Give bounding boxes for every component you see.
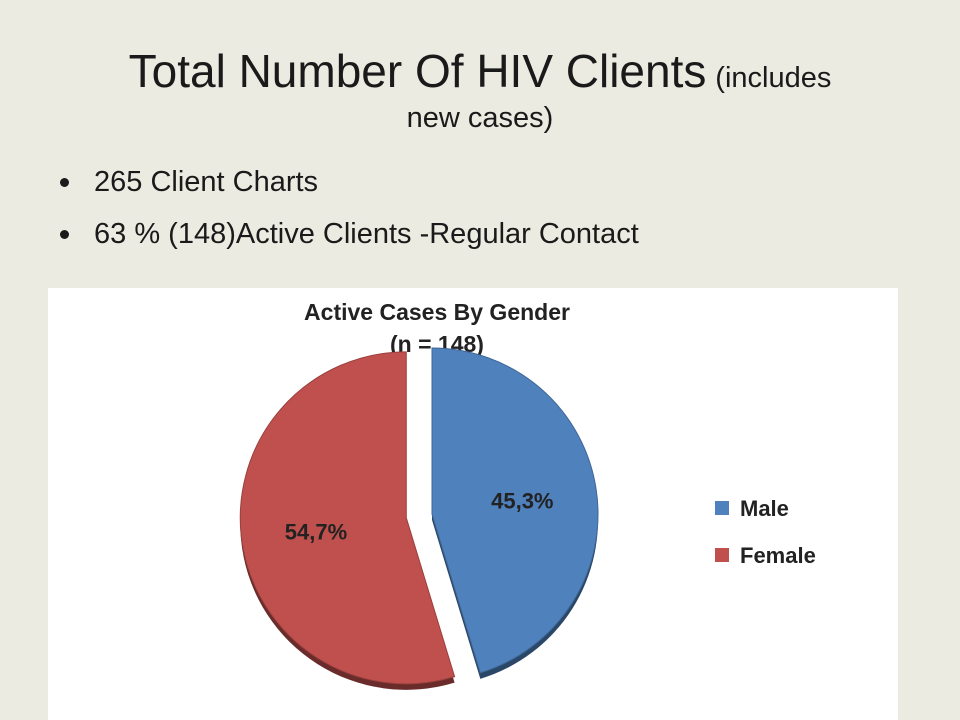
bullet-text: 265 Client Charts — [94, 166, 319, 198]
chart-title: Active Cases By Gender — [304, 299, 570, 325]
slide-title-suffix: (includes — [715, 62, 832, 94]
bullet-list: 265 Client Charts 63 % (148)Active Clien… — [58, 160, 639, 264]
bullet-dot-icon — [60, 230, 69, 239]
pie-slice-face — [239, 351, 456, 685]
chart-panel: Active Cases By Gender (n = 148) 45,3% 54… — [48, 288, 898, 720]
legend-label: Male — [740, 496, 789, 521]
pie-slice-face — [431, 347, 599, 674]
slide-title: Total Number Of HIV Clients (includes ne… — [0, 44, 960, 136]
pie-slice-female: 54,7% — [239, 351, 456, 690]
legend-item-female: Female — [715, 543, 816, 568]
legend-item-male: Male — [715, 496, 789, 521]
pie-slices: 45,3% 54,7% — [239, 347, 599, 690]
pie-chart: Active Cases By Gender (n = 148) 45,3% 54… — [239, 299, 816, 690]
pie-slice-male: 45,3% — [431, 347, 599, 679]
bullet-item: 63 % (148)Active Clients -Regular Contac… — [58, 212, 639, 264]
slide-title-main: Total Number Of HIV Clients — [128, 45, 707, 97]
pie-slice-label: 45,3% — [491, 489, 553, 514]
bullet-text: 63 % (148)Active Clients -Regular Contac… — [94, 218, 639, 250]
pie-slice-label: 54,7% — [285, 519, 347, 544]
legend-swatch — [715, 501, 729, 515]
chart-title-group: Active Cases By Gender (n = 148) — [304, 299, 570, 357]
legend-label: Female — [740, 543, 816, 568]
bullet-item: 265 Client Charts — [58, 160, 639, 212]
chart-legend: Male Female — [715, 496, 816, 568]
bullet-dot-icon — [60, 178, 69, 187]
slide-title-line2: new cases) — [406, 102, 554, 135]
legend-swatch — [715, 548, 729, 562]
